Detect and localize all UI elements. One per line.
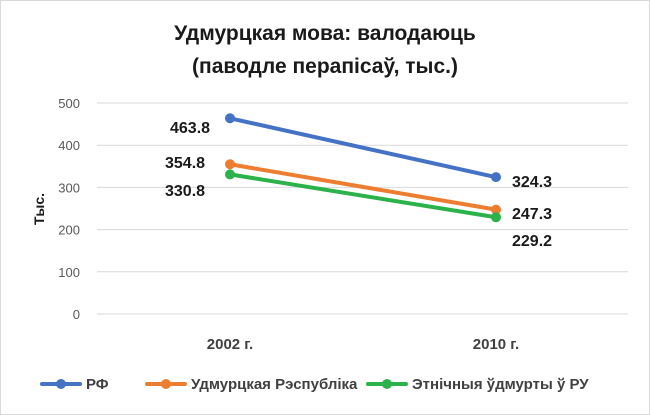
legend-label-3: Этнічныя ўдмурты ў РУ xyxy=(412,376,589,393)
chart-title-line-2: (паводле перапісаў, тыс.) xyxy=(192,55,458,78)
y-tick-label-0: 0 xyxy=(73,307,80,322)
y-tick-label-200: 200 xyxy=(58,223,80,238)
series-points xyxy=(225,113,501,223)
x-tick-label-1: 2002 г. xyxy=(207,336,253,353)
data-point-3-2 xyxy=(491,212,501,223)
legend-label-2: Удмурцкая Рэспубліка xyxy=(191,376,358,393)
legend-marker-3 xyxy=(382,379,392,389)
y-tick-label-300: 300 xyxy=(58,180,80,195)
data-label-1-2: 324.3 xyxy=(512,174,552,191)
data-point-2-1 xyxy=(225,159,235,170)
gridlines xyxy=(97,102,628,315)
data-labels: 463.8 324.3 354.8 247.3 330.8 229.2 xyxy=(165,120,552,250)
legend-label-1: РФ xyxy=(86,376,109,393)
data-point-2-2 xyxy=(491,204,501,215)
y-tick-label-400: 400 xyxy=(58,138,80,153)
y-tick-label-500: 500 xyxy=(58,96,80,111)
x-tick-label-2: 2010 г. xyxy=(473,336,519,353)
series-line-1 xyxy=(228,116,498,180)
data-label-1-1: 463.8 xyxy=(170,120,210,137)
y-tick-labels: 0 100 200 300 400 500 xyxy=(58,96,80,322)
series-line-2 xyxy=(228,162,498,212)
legend-marker-1 xyxy=(56,379,66,389)
data-point-1-1 xyxy=(225,113,235,124)
y-axis-label: Тыс. xyxy=(31,193,47,225)
legend: РФ Удмурцкая Рэспубліка Этнічныя ўдмурты ў… xyxy=(40,376,589,393)
data-point-3-1 xyxy=(225,169,235,180)
chart-title-line-1: Удмурцкая мова: валодаюць xyxy=(174,22,476,45)
data-point-1-2 xyxy=(491,172,501,183)
data-label-3-2: 229.2 xyxy=(512,233,552,250)
data-label-3-1: 330.8 xyxy=(165,183,205,200)
data-label-2-2: 247.3 xyxy=(512,206,552,223)
series-lines xyxy=(228,116,498,220)
y-tick-label-100: 100 xyxy=(58,265,80,280)
data-label-2-1: 354.8 xyxy=(165,155,205,172)
series-line-3 xyxy=(228,172,498,220)
legend-marker-2 xyxy=(161,379,171,389)
x-tick-labels: 2002 г. 2010 г. xyxy=(207,336,519,353)
